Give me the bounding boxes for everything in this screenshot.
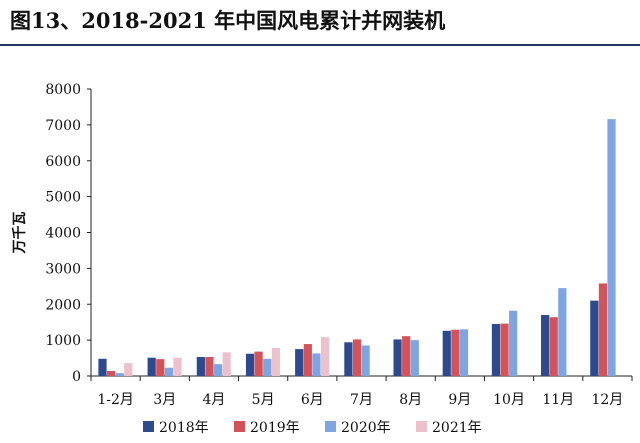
bar-2020年-3月	[164, 367, 173, 376]
x-tick-label: 10月	[493, 392, 525, 408]
bar-2020年-9月	[459, 329, 469, 376]
y-axis-label: 万千瓦	[11, 212, 28, 255]
bar-2020年-5月	[263, 358, 272, 376]
legend-swatch	[325, 421, 336, 432]
x-tick-label: 3月	[153, 392, 176, 408]
x-tick-label: 11月	[542, 392, 574, 408]
x-tick-label: 7月	[350, 392, 373, 408]
chart-title: 图13、2018-2021 年中国风电累计并网装机	[10, 8, 446, 33]
legend-label: 2020年	[341, 420, 391, 436]
title-underline	[0, 44, 640, 46]
y-tick-label: 3000	[45, 261, 81, 277]
bar-2018年-1-2月	[98, 358, 107, 376]
bar-2019年-6月	[303, 344, 312, 376]
y-tick-label: 5000	[45, 190, 81, 206]
bar-2018年-10月	[491, 323, 501, 376]
bar-2018年-6月	[295, 349, 304, 376]
legend: 2018年 2019年 2020年 2021年	[143, 420, 482, 436]
y-tick-label: 2000	[45, 297, 81, 313]
axis-labels: 0 1000 2000 3000 4000 5000 6000 7000 8000 万千瓦 1-2月…	[11, 82, 623, 408]
x-tick-label: 6月	[301, 392, 324, 408]
bar-2018年-8月	[393, 339, 402, 376]
bar-2020年-7月	[361, 345, 370, 376]
legend-swatch	[416, 421, 427, 432]
bar-2019年-12月	[598, 283, 608, 376]
y-tick-label: 1000	[45, 333, 81, 349]
legend-label: 2019年	[250, 420, 300, 436]
legend-swatch	[143, 421, 154, 432]
bars	[98, 119, 616, 377]
bar-2021年-6月	[320, 337, 330, 376]
legend-label: 2021年	[432, 420, 482, 436]
x-tick-label: 5月	[252, 392, 275, 408]
bar-2018年-4月	[196, 356, 205, 376]
bar-2018年-3月	[147, 357, 156, 376]
bar-2019年-8月	[402, 336, 411, 376]
bar-2018年-11月	[541, 315, 550, 376]
bar-2018年-12月	[590, 300, 599, 376]
bar-2020年-12月	[607, 119, 616, 376]
bar-2019年-9月	[451, 329, 460, 376]
x-tick-label: 8月	[399, 392, 422, 408]
y-tick-label: 4000	[45, 226, 81, 242]
bar-2021年-3月	[173, 357, 182, 376]
bar-2020年-11月	[558, 288, 567, 376]
x-tick-label: 12月	[591, 392, 623, 408]
bar-2018年-9月	[442, 330, 451, 376]
x-tick-label: 4月	[202, 392, 225, 408]
bar-2021年-1-2月	[124, 363, 133, 376]
bar-2021年-5月	[271, 348, 280, 376]
bar-2018年-5月	[245, 353, 255, 376]
bar-2019年-5月	[254, 351, 263, 376]
bar-2021年-4月	[222, 352, 231, 376]
bar-2020年-6月	[312, 353, 321, 376]
y-tick-label: 7000	[45, 118, 81, 134]
bar-2020年-8月	[410, 340, 419, 377]
bar-2019年-10月	[500, 323, 509, 376]
bar-2019年-4月	[205, 356, 214, 376]
x-tick-label: 9月	[448, 392, 471, 408]
bar-2019年-3月	[156, 359, 165, 376]
legend-label: 2018年	[159, 420, 209, 436]
y-tick-label: 8000	[45, 82, 81, 98]
bar-2020年-10月	[509, 310, 518, 376]
bar-2018年-7月	[344, 342, 353, 376]
bar-2020年-4月	[213, 364, 223, 376]
legend-swatch	[234, 421, 245, 432]
bar-2020年-1-2月	[115, 373, 124, 376]
bar-2019年-1-2月	[106, 370, 116, 376]
bar-2019年-11月	[549, 317, 558, 376]
y-tick-label: 6000	[45, 154, 81, 170]
y-tick-label: 0	[72, 369, 81, 385]
x-tick-label: 1-2月	[97, 392, 134, 408]
bar-2019年-7月	[352, 339, 362, 376]
